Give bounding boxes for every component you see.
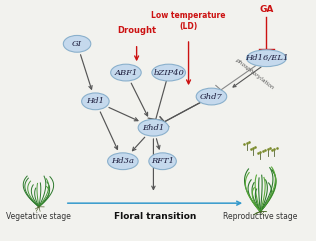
Text: bZIP40: bZIP40 (153, 69, 184, 77)
Text: Reproductive stage: Reproductive stage (223, 212, 298, 221)
Text: Hd16/EL1: Hd16/EL1 (245, 54, 288, 62)
Text: Ghd7: Ghd7 (200, 93, 223, 100)
Text: GI: GI (72, 40, 82, 48)
Ellipse shape (246, 50, 286, 67)
Ellipse shape (138, 119, 169, 136)
Text: Vegetative stage: Vegetative stage (6, 212, 71, 221)
Text: Low temperature
(LD): Low temperature (LD) (151, 11, 226, 31)
Ellipse shape (108, 153, 138, 170)
Text: Drought: Drought (117, 27, 156, 35)
Ellipse shape (63, 35, 91, 52)
Ellipse shape (152, 64, 185, 81)
Ellipse shape (149, 153, 176, 170)
Text: Hd3a: Hd3a (111, 157, 134, 165)
Text: GA: GA (259, 5, 274, 14)
Text: Hd1: Hd1 (86, 97, 104, 105)
Text: phosphorylation: phosphorylation (234, 57, 275, 90)
Ellipse shape (196, 88, 227, 105)
Ellipse shape (111, 64, 141, 81)
Text: RFT1: RFT1 (151, 157, 174, 165)
Text: Floral transition: Floral transition (114, 212, 196, 221)
Text: ABF1: ABF1 (114, 69, 137, 77)
Text: Ehd1: Ehd1 (142, 124, 165, 132)
Ellipse shape (82, 93, 109, 110)
